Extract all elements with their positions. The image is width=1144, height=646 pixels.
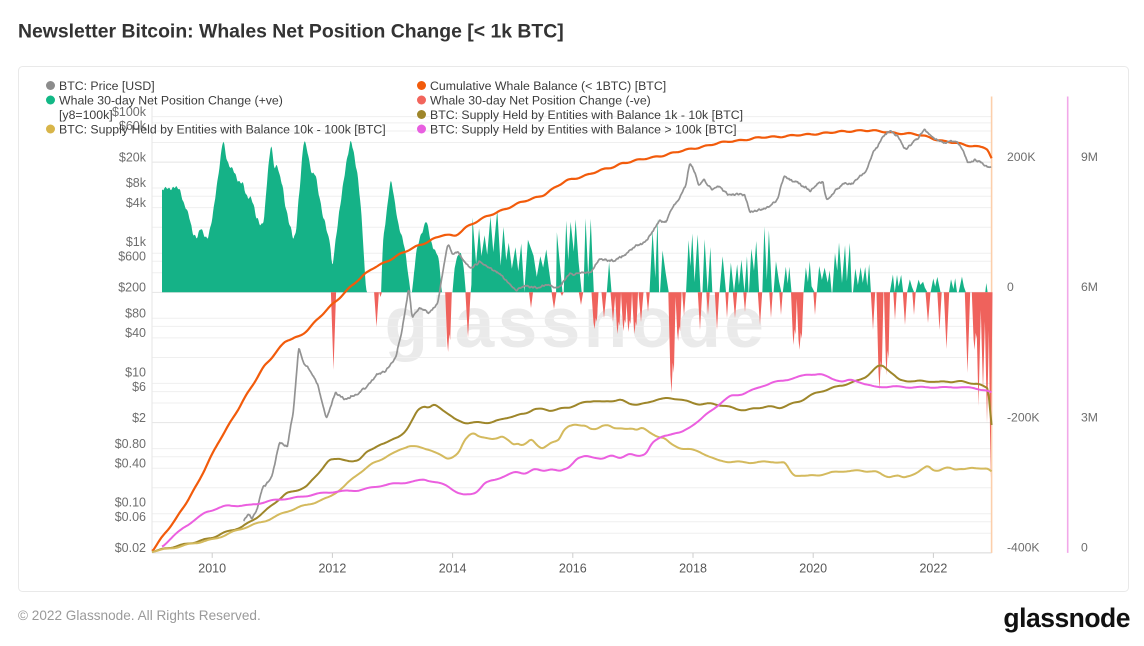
svg-text:$4k: $4k: [126, 196, 147, 210]
svg-text:2014: 2014: [439, 562, 467, 576]
svg-text:2012: 2012: [318, 562, 346, 576]
svg-text:3M: 3M: [1081, 410, 1098, 424]
svg-text:BTC: Supply Held by Entities w: BTC: Supply Held by Entities with Balanc…: [430, 123, 737, 137]
svg-text:9M: 9M: [1081, 150, 1098, 164]
svg-text:Whale 30-day Net Position Chan: Whale 30-day Net Position Change (+ve): [59, 94, 283, 108]
svg-text:-200K: -200K: [1007, 410, 1040, 424]
svg-text:[y8=100k]: [y8=100k]: [59, 108, 113, 122]
svg-text:BTC: Price [USD]: BTC: Price [USD]: [59, 79, 155, 93]
svg-text:0: 0: [1081, 541, 1088, 555]
svg-text:BTC: Supply Held by Entities w: BTC: Supply Held by Entities with Balanc…: [59, 123, 386, 137]
svg-text:$40: $40: [125, 326, 146, 340]
svg-text:2016: 2016: [559, 562, 587, 576]
svg-text:$60k: $60k: [119, 119, 147, 133]
svg-text:2022: 2022: [919, 562, 947, 576]
svg-text:BTC: Supply Held by Entities w: BTC: Supply Held by Entities with Balanc…: [430, 108, 743, 122]
svg-text:$600: $600: [118, 250, 146, 264]
svg-text:2010: 2010: [198, 562, 226, 576]
svg-text:$0.80: $0.80: [115, 437, 146, 451]
svg-text:Whale 30-day Net Position Chan: Whale 30-day Net Position Change (-ve): [430, 94, 651, 108]
svg-text:2018: 2018: [679, 562, 707, 576]
svg-text:$20k: $20k: [119, 150, 147, 164]
svg-text:$100k: $100k: [112, 105, 147, 119]
svg-text:$0.40: $0.40: [115, 456, 146, 470]
svg-text:$0.02: $0.02: [115, 541, 146, 555]
svg-text:$1k: $1k: [126, 235, 147, 249]
svg-text:$6: $6: [132, 380, 146, 394]
svg-text:$2: $2: [132, 411, 146, 425]
svg-text:2020: 2020: [799, 562, 827, 576]
svg-text:Cumulative Whale Balance (< 1B: Cumulative Whale Balance (< 1BTC) [BTC]: [430, 79, 666, 93]
svg-text:glassnode: glassnode: [1003, 603, 1130, 633]
svg-text:© 2022 Glassnode. All Rights R: © 2022 Glassnode. All Rights Reserved.: [18, 608, 261, 623]
svg-text:6M: 6M: [1081, 280, 1098, 294]
svg-text:-400K: -400K: [1007, 541, 1040, 555]
svg-text:$200: $200: [118, 281, 146, 295]
svg-text:$80: $80: [125, 307, 146, 321]
svg-text:200K: 200K: [1007, 150, 1035, 164]
svg-text:glassnode: glassnode: [385, 284, 768, 363]
svg-text:0: 0: [1007, 280, 1014, 294]
svg-text:$8k: $8k: [126, 176, 147, 190]
svg-text:$0.10: $0.10: [115, 496, 146, 510]
svg-text:$0.06: $0.06: [115, 510, 146, 524]
svg-text:Newsletter Bitcoin: Whales Net: Newsletter Bitcoin: Whales Net Position …: [18, 21, 564, 43]
svg-text:$10: $10: [125, 365, 146, 379]
